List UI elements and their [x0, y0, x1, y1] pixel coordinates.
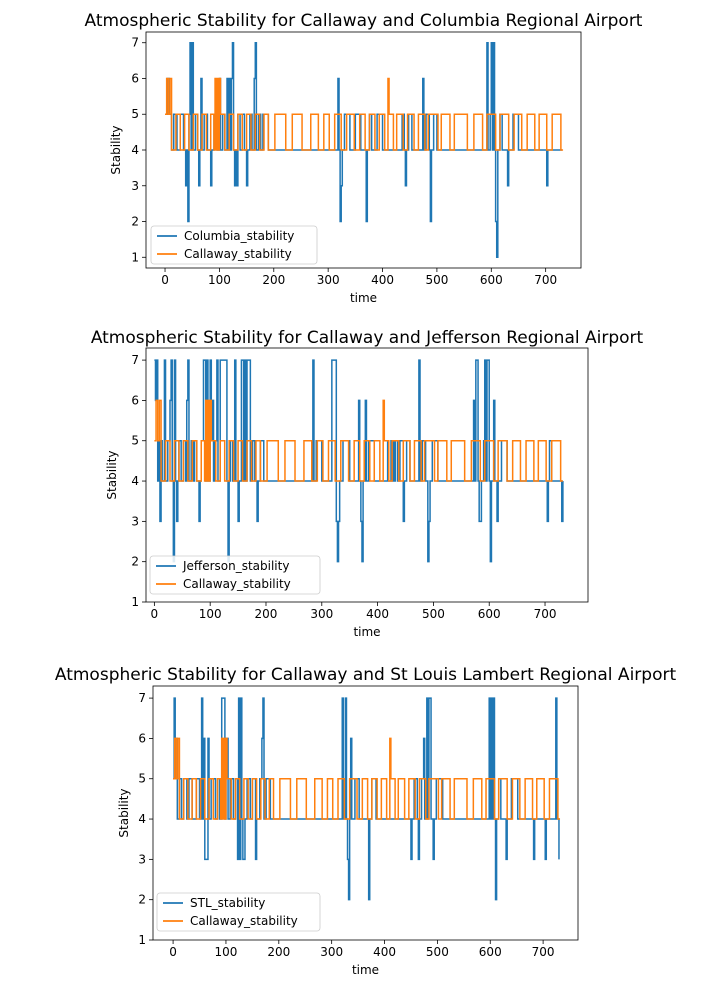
x-tick-label: 200 [267, 945, 290, 959]
x-tick-label: 600 [480, 273, 503, 287]
x-tick-label: 0 [161, 273, 169, 287]
legend-label: Callaway_stability [190, 914, 298, 928]
x-tick-label: 700 [532, 945, 555, 959]
y-tick-label: 6 [131, 393, 139, 407]
y-tick-label: 3 [131, 514, 139, 528]
chart-title: Atmospheric Stability for Callaway and C… [85, 11, 643, 31]
x-tick-label: 0 [151, 607, 159, 621]
y-tick-label: 7 [131, 353, 139, 367]
x-axis-label: time [353, 625, 380, 639]
y-tick-label: 4 [138, 812, 146, 826]
y-tick-label: 4 [131, 143, 139, 157]
legend-label: Callaway_stability [183, 577, 291, 591]
y-tick-label: 1 [131, 250, 139, 264]
x-tick-label: 400 [371, 273, 394, 287]
plot-frame [145, 347, 589, 603]
y-tick-label: 2 [131, 215, 139, 229]
legend-box [156, 892, 321, 932]
chart-title: Atmospheric Stability for Callaway and S… [55, 665, 677, 685]
x-tick-label: 100 [214, 945, 237, 959]
legend: STL_stability Callaway_stability [156, 892, 321, 932]
y-tick-label: 5 [138, 772, 146, 786]
legend-label: Callaway_stability [184, 247, 292, 261]
y-tick-label: 7 [131, 36, 139, 50]
series-line-callaway-stability [154, 399, 563, 482]
y-tick-label: 7 [138, 691, 146, 705]
chart-title: Atmospheric Stability for Callaway and J… [91, 328, 644, 348]
series-line-callaway-stability [173, 737, 561, 820]
y-tick-label: 2 [131, 555, 139, 569]
x-tick-label: 200 [255, 607, 278, 621]
x-tick-label: 500 [425, 273, 448, 287]
legend: Columbia_stability Callaway_stability [150, 225, 318, 265]
x-tick-label: 500 [426, 945, 449, 959]
x-tick-label: 400 [366, 607, 389, 621]
series-line-callaway-stability [165, 77, 564, 151]
x-axis-label: time [350, 291, 377, 305]
legend-box [150, 225, 318, 265]
legend-label: Columbia_stability [184, 229, 294, 243]
y-tick-label: 6 [138, 731, 146, 745]
legend-box [149, 555, 321, 595]
x-tick-label: 300 [310, 607, 333, 621]
y-tick-label: 6 [131, 71, 139, 85]
chart-1: Atmospheric Stability for Callaway and C… [85, 11, 643, 305]
x-tick-label: 600 [478, 607, 501, 621]
y-tick-label: 5 [131, 107, 139, 121]
legend: Jefferson_stability Callaway_stability [149, 555, 321, 595]
x-tick-label: 200 [262, 273, 285, 287]
x-tick-label: 700 [534, 607, 557, 621]
x-tick-label: 100 [199, 607, 222, 621]
chart-2: Atmospheric Stability for Callaway and J… [91, 328, 644, 639]
x-axis-label: time [352, 963, 379, 977]
y-tick-label: 1 [138, 933, 146, 947]
y-tick-label: 3 [138, 852, 146, 866]
legend-label: Jefferson_stability [182, 559, 289, 573]
y-tick-label: 1 [131, 595, 139, 609]
x-tick-label: 400 [373, 945, 396, 959]
x-tick-label: 100 [208, 273, 231, 287]
x-tick-label: 600 [479, 945, 502, 959]
y-axis-label: Stability [109, 125, 123, 174]
y-tick-label: 3 [131, 179, 139, 193]
y-axis-label: Stability [105, 450, 119, 499]
x-tick-label: 300 [317, 273, 340, 287]
y-tick-label: 5 [131, 434, 139, 448]
x-tick-label: 300 [320, 945, 343, 959]
series-line-stl-stability [173, 697, 560, 901]
x-tick-label: 700 [534, 273, 557, 287]
legend-label: STL_stability [190, 896, 265, 910]
y-axis-label: Stability [117, 788, 131, 837]
plot-frame [152, 685, 579, 941]
chart-3: Atmospheric Stability for Callaway and S… [55, 665, 677, 977]
y-tick-label: 2 [138, 893, 146, 907]
y-tick-label: 4 [131, 474, 139, 488]
x-tick-label: 500 [422, 607, 445, 621]
x-tick-label: 0 [169, 945, 177, 959]
